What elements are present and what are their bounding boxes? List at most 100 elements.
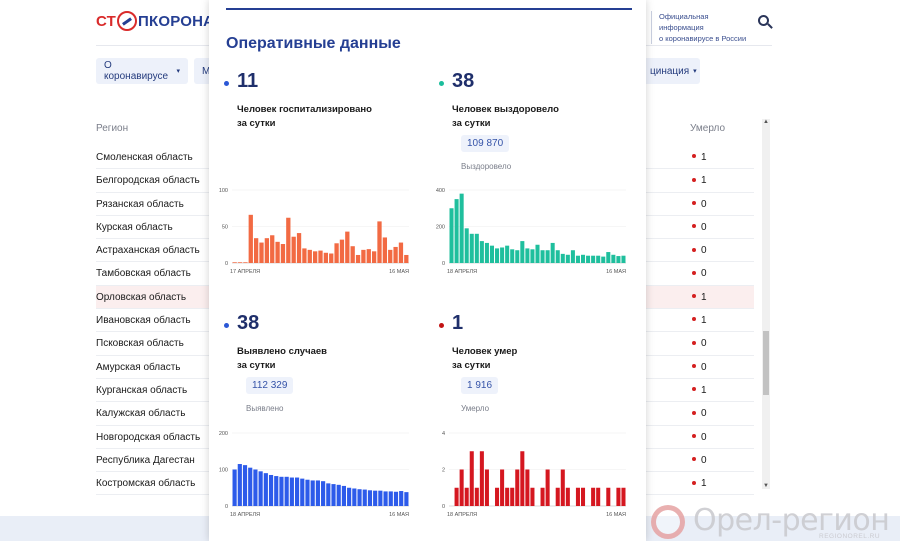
chart-bar [479,241,484,263]
chart-bar [621,255,626,263]
red-dot-icon [692,294,696,299]
chart-bar [243,262,248,263]
chart-bar [336,484,341,506]
chart-bar [404,254,409,263]
x-start-label: 18 АПРЕЛЯ [230,512,260,518]
teal-dot-icon [439,81,444,86]
chart-bar [352,488,357,506]
red-dot-icon [692,410,696,415]
chart-bar [329,253,334,263]
chart-bar [474,233,479,263]
chart-bar [259,242,264,263]
chart-bar [284,476,289,506]
region-name: Ивановская область [96,315,191,327]
chart-bar [530,249,535,263]
region-name: Калужская область [96,408,186,420]
chart-bar [495,248,500,263]
scroll-down-arrow-icon[interactable]: ▼ [763,483,769,489]
stat-label: Человек умер за сутки [452,345,602,373]
chart-bar [371,251,377,263]
died-cell: 1 [692,309,707,332]
died-value: 0 [701,408,707,420]
stat-label-line2: за сутки [237,118,276,129]
chart-bar [318,250,323,263]
chart-bar [560,469,565,506]
chart-bar [307,249,312,263]
column-header-region[interactable]: Регион [96,123,129,134]
chart-bar [302,248,307,263]
red-dot-icon [692,154,696,159]
y-tick-label: 2 [442,468,445,474]
died-cell: 0 [692,449,707,472]
table-scrollbar[interactable]: ▲ ▼ [762,119,770,489]
info-line-2: о коронавирусе в России [659,34,747,43]
scroll-up-arrow-icon[interactable]: ▲ [763,119,769,125]
died-cell: 1 [692,286,707,309]
chart-bar [258,471,263,506]
chart-bar [535,244,540,263]
red-dot-icon [692,364,696,369]
nav-about-covid[interactable]: О коронавирусе ▾ [96,58,188,84]
chart-bar [464,487,469,506]
official-info-link[interactable]: Официальная информация о коронавирусе в … [651,11,747,44]
died-cell: 0 [692,239,707,262]
chart-bar [591,255,596,263]
x-start-label: 17 АПРЕЛЯ [230,269,260,275]
blue-dot-icon [224,323,229,328]
column-header-died[interactable]: Умерло [690,123,726,134]
chart-bar [300,478,305,506]
chart-bar [555,250,560,263]
died-value: 1 [701,175,707,187]
chart-bar [575,487,580,506]
nav-vaccination[interactable]: цинация ▾ [640,58,700,84]
watermark-text: Орел-регион [693,503,890,538]
died-value: 0 [701,221,707,233]
died-cell: 0 [692,426,707,449]
stat-label-line2: за сутки [452,118,491,129]
x-end-label: 16 МАЯ [606,269,626,275]
chart-bar [357,489,362,506]
chart-bar [393,246,398,263]
nav-about-covid-label: О коронавирусе [104,60,169,82]
chart-bar [291,236,296,263]
chart-bar [248,467,253,506]
scrollbar-thumb[interactable] [763,331,769,395]
chart-bar [388,249,393,263]
chart-bar [270,235,275,263]
died-value: 1 [701,384,707,396]
chart-bar [341,485,347,506]
region-name: Курганская область [96,384,188,396]
chart-bar [570,250,575,263]
chart-bar [459,469,464,506]
stat-value: 38 [452,70,475,92]
died-cell: 1 [692,146,707,169]
red-dot-icon [692,224,696,229]
search-icon[interactable] [757,14,773,30]
y-tick-label: 0 [225,261,228,267]
logo-stop-icon [117,11,138,31]
chart-bar [398,242,404,263]
chart-bar [305,479,310,506]
x-end-label: 16 МАЯ [606,512,626,518]
chart-bar [334,243,339,263]
chart-bar [500,247,505,263]
chart-bar [469,451,474,506]
chart-bar [248,214,253,263]
red-dot-icon [692,387,696,392]
region-name: Смоленская область [96,152,193,163]
chart-hospitalized: 100 50 017 АПРЕЛЯ 16 МАЯ [219,188,409,275]
y-tick-label: 4 [442,431,445,437]
watermark-subtext: REGIONOREL.RU [819,533,881,540]
chart-bar [382,237,388,263]
total-label: Выявлено [246,404,284,413]
chart-bar [454,199,459,263]
red-dot-icon [439,323,444,328]
chart-bar [393,491,399,506]
chart-bar [362,489,367,506]
chart-bar [347,487,352,506]
red-dot-icon [692,247,696,252]
died-value: 0 [701,268,707,280]
chart-bar [264,238,270,263]
died-cell: 1 [692,169,707,192]
chart-bar [540,250,545,263]
